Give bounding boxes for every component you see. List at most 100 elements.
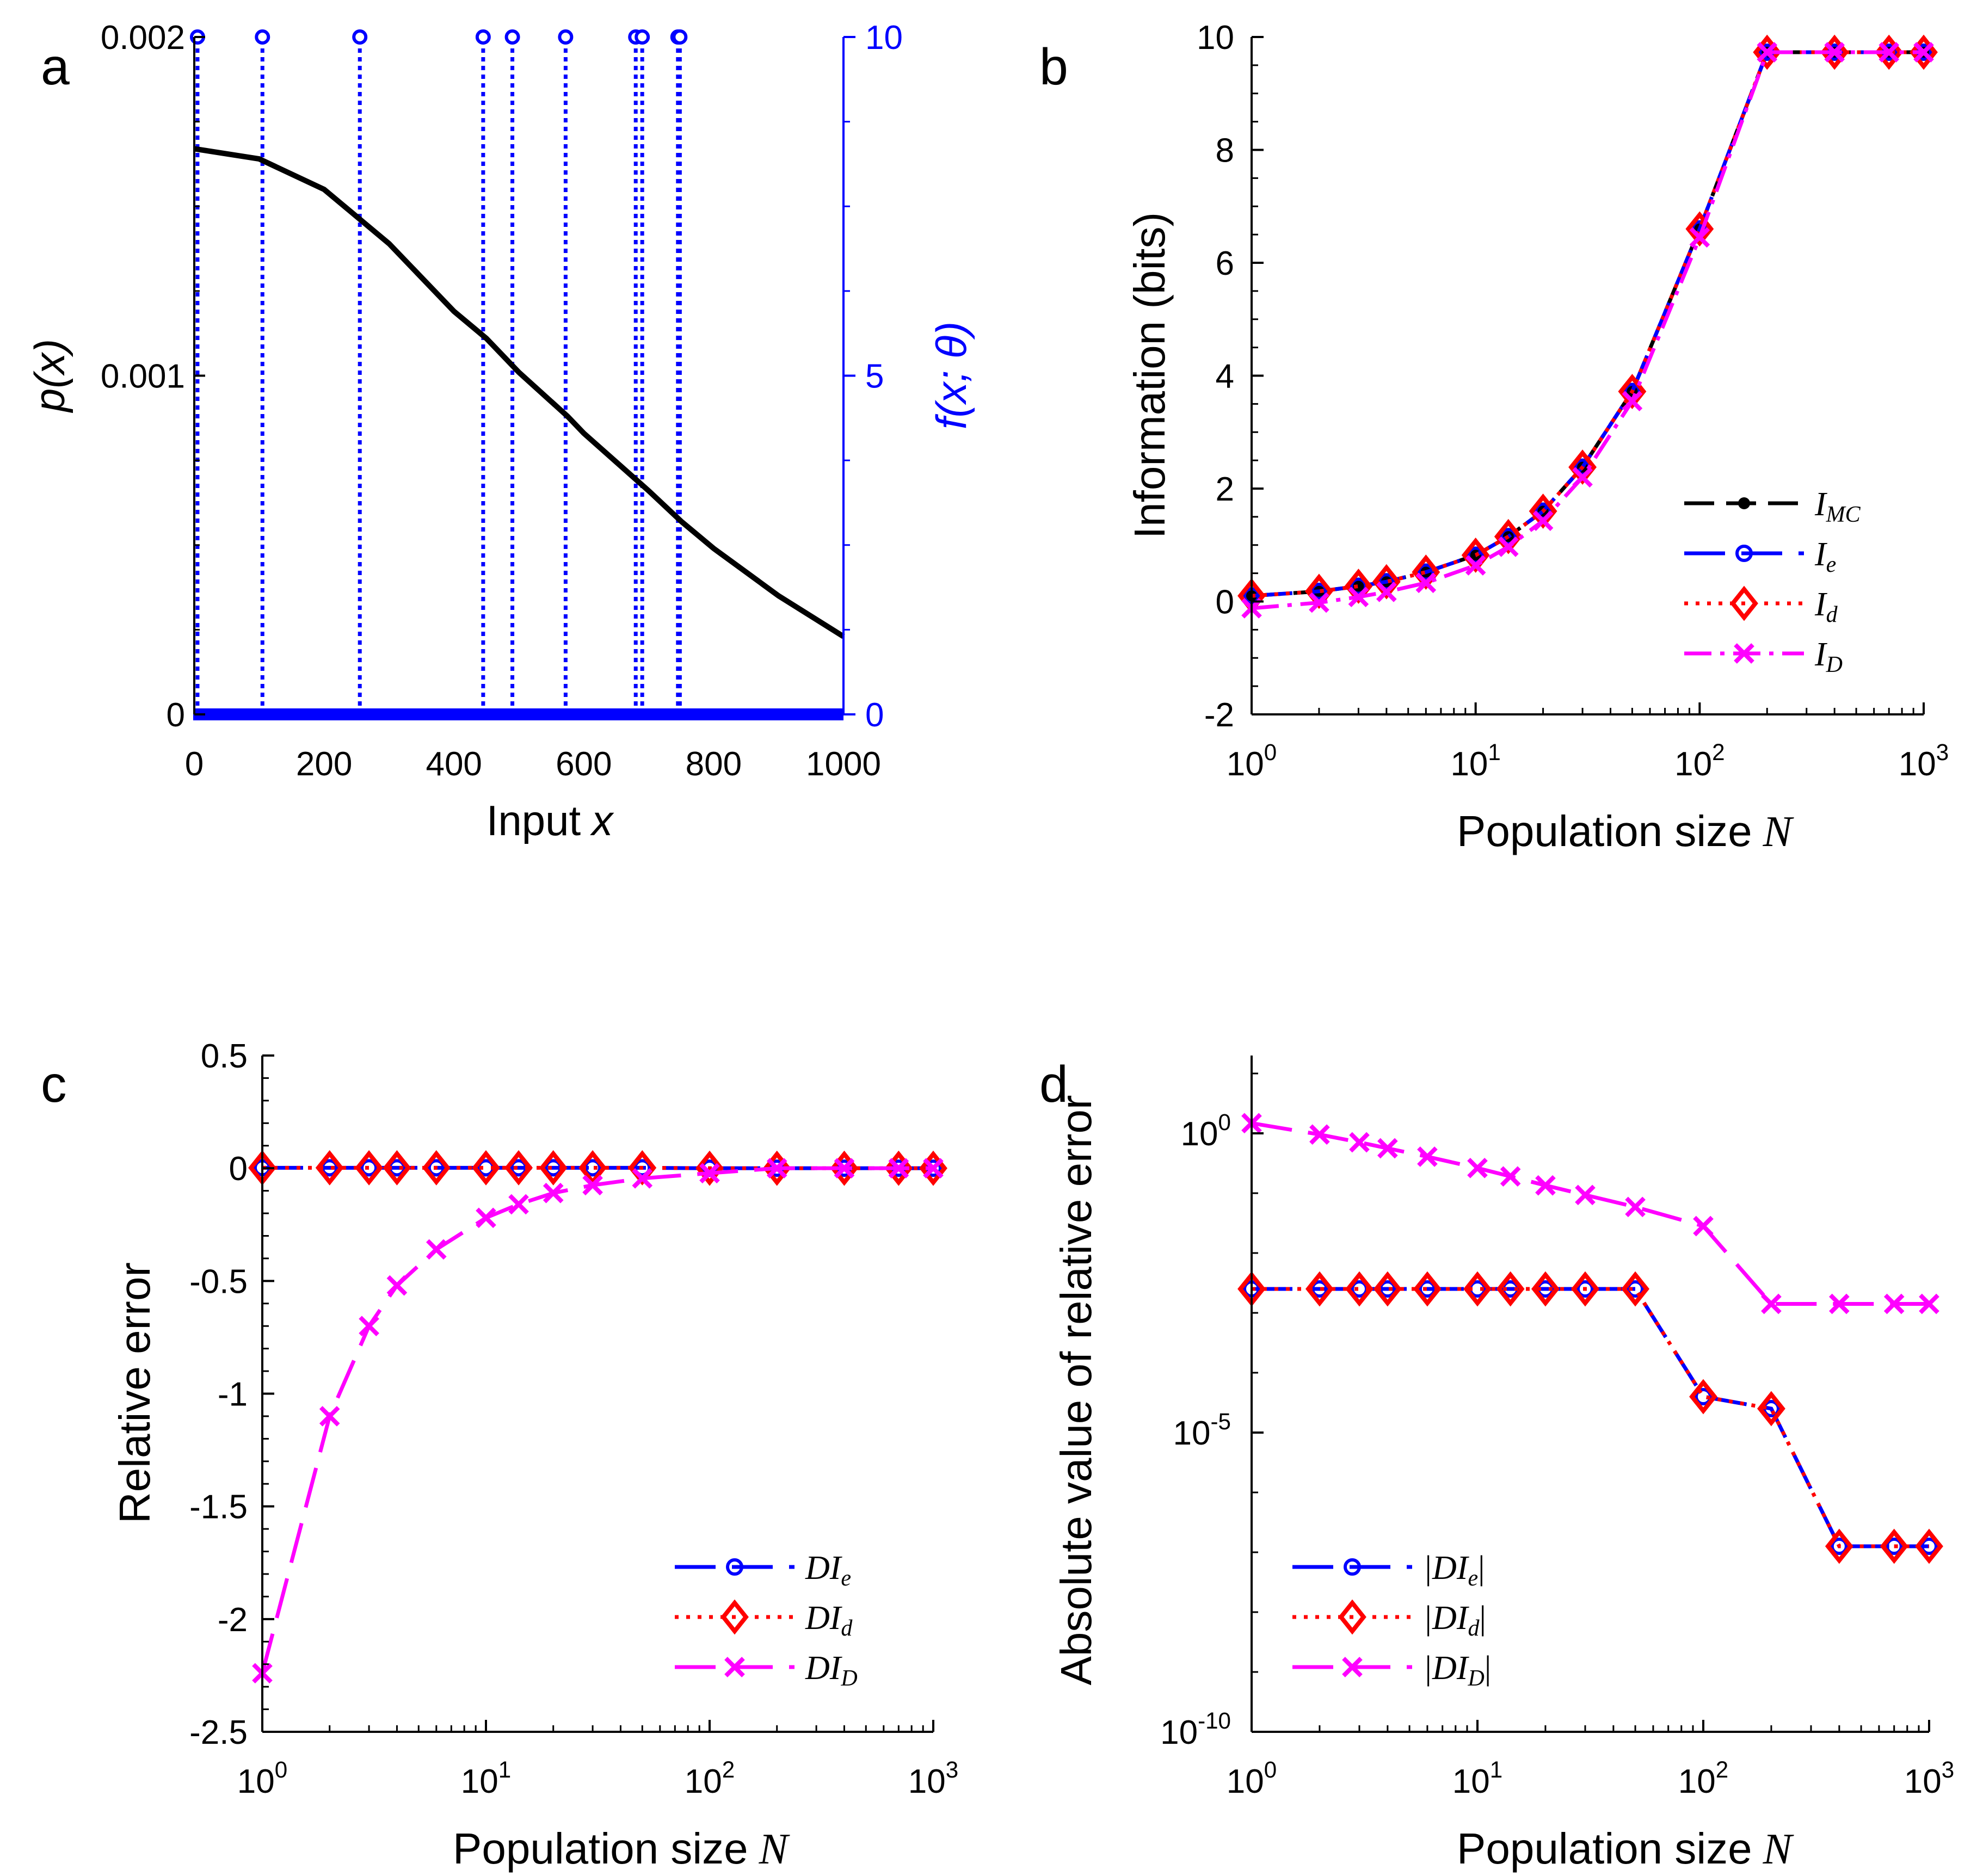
- d-series-1-point-3: [1373, 1271, 1402, 1307]
- c-xtick-label-3-base: 10: [908, 1763, 946, 1800]
- b-series-1-point-6: [1499, 528, 1517, 546]
- d-xtick-label-2-exponent: 2: [1716, 1757, 1728, 1782]
- d-series-2-point-14: [1919, 1293, 1939, 1315]
- b-legend-marker-2: [1730, 585, 1758, 621]
- b-series-2-point-10: [1685, 211, 1714, 247]
- b-legend-label-name-3: I: [1814, 636, 1828, 673]
- d-series-0-point-8: [1576, 1280, 1594, 1298]
- c-axes: 100 101 102 103-2.5-2-1.5-1-0.500.5: [189, 1038, 958, 1800]
- panel-label-b: b: [1039, 38, 1068, 96]
- c-xtick-label-0-exponent: 0: [275, 1757, 287, 1782]
- d-legend-label-1: |DId|: [1423, 1600, 1486, 1641]
- b-ytick-label-1: 0: [1216, 584, 1234, 621]
- d-legend-item-1: |DId|: [1292, 1599, 1486, 1641]
- b-series-2-point-7: [1529, 493, 1557, 529]
- d-legend-label-sub-2: D: [1467, 1666, 1484, 1691]
- b-series-3-point-3: [1376, 582, 1397, 602]
- c-legend-item-2: DID: [675, 1650, 858, 1691]
- b-legend-marker-3: [1734, 643, 1754, 664]
- a-axes-ticks: 0 200 400 600 800 1000 0 0.001 0.002 0 5 10: [101, 19, 903, 783]
- c-ytick-label-0: -2.5: [189, 1714, 248, 1751]
- c-series-1-point-3: [383, 1150, 411, 1186]
- d-series-1-point-12: [1825, 1528, 1853, 1564]
- b-legend-item-1: Ie: [1684, 536, 1836, 577]
- b-series-2-point-6: [1494, 519, 1523, 554]
- d-ytick-label-2-base: 10: [1160, 1714, 1198, 1751]
- a-xtick-label-3: 600: [556, 745, 612, 783]
- d-series-2-point-13: [1883, 1293, 1905, 1315]
- d-legend-label-sub-1: d: [1468, 1616, 1480, 1641]
- b-legend-item-0: IMC: [1684, 486, 1861, 527]
- d-legend-label-name-2: |DI: [1423, 1650, 1470, 1687]
- c-series-2-point-5: [476, 1207, 496, 1229]
- b-xtick-label-2-base: 10: [1674, 745, 1712, 783]
- d-series-0-point-9: [1627, 1280, 1645, 1298]
- d-series-2-point-10: [1693, 1215, 1714, 1237]
- b-legend-label-name-1: I: [1814, 536, 1828, 573]
- b-series-3-point-13: [1879, 42, 1900, 63]
- b-xtick-label-1-exponent: 1: [1488, 739, 1500, 765]
- c-series-2-point-2: [359, 1316, 379, 1337]
- c-series-1-point-8: [578, 1150, 607, 1186]
- d-xtick-label-2-base: 10: [1678, 1763, 1716, 1800]
- c-xtick-label-0-base: 10: [237, 1763, 275, 1800]
- d-series-1-point-4: [1413, 1271, 1442, 1307]
- b-xtick-label-1: 101: [1450, 739, 1500, 783]
- b-ytick-label-0: -2: [1204, 696, 1234, 734]
- d-series-2-point-5: [1467, 1157, 1488, 1178]
- panel-label-a: a: [41, 38, 70, 96]
- b-series-3-point-6: [1498, 536, 1519, 557]
- b-series-3-point-7: [1532, 510, 1554, 531]
- d-series-1-point-5: [1463, 1271, 1492, 1307]
- c-xtick-label-2: 102: [685, 1757, 735, 1800]
- d-ytick-label-1-base: 10: [1173, 1415, 1211, 1452]
- d-ytick-label-1-exponent: -5: [1211, 1409, 1231, 1434]
- c-ytick-label-3: -1: [218, 1376, 248, 1414]
- d-xtick-label-3: 103: [1904, 1757, 1954, 1800]
- b-series-3-point-4: [1415, 572, 1437, 594]
- d-legend: |DIe||DId||DID|: [1292, 1550, 1491, 1691]
- c-legend-label-1: DId: [805, 1600, 853, 1641]
- c-legend-item-1: DId: [675, 1599, 853, 1641]
- b-legend-label-0: IMC: [1814, 486, 1861, 527]
- d-series-2-point-8: [1575, 1184, 1596, 1206]
- c-legend-label-name-2: DI: [805, 1650, 843, 1687]
- d-series-1-point-6: [1496, 1271, 1525, 1307]
- c-series-2-point-13: [888, 1158, 909, 1178]
- a-density-curve: [194, 146, 845, 639]
- d-series-2-point-11: [1761, 1293, 1782, 1315]
- d-legend-label-name-1: |DI: [1423, 1600, 1470, 1637]
- d-xtick-label-0: 100: [1227, 1757, 1277, 1800]
- b-series-3-point-12: [1824, 42, 1845, 63]
- c-xtick-label-3: 103: [908, 1757, 958, 1800]
- d-series-1-point-7: [1531, 1271, 1560, 1307]
- a-stem-head-1: [255, 29, 270, 45]
- c-ylabel: Relative error: [110, 1262, 159, 1523]
- c-series-1-point-9: [628, 1150, 657, 1186]
- d-ylabel: Absolute value of relative error: [1052, 1095, 1100, 1686]
- a-stems-layer: [189, 29, 688, 714]
- c-series-0-point-4: [427, 1159, 445, 1177]
- b-xtick-label-0-exponent: 0: [1264, 739, 1277, 765]
- d-ytick-label-0-base: 10: [1181, 1115, 1218, 1153]
- c-series-1: [248, 1150, 947, 1186]
- d-xtick-label-1-exponent: 1: [1490, 1757, 1502, 1782]
- b-legend-label-2: Id: [1814, 586, 1838, 627]
- d-series-2-point-4: [1417, 1146, 1438, 1167]
- b-series-2-point-3: [1372, 564, 1401, 600]
- d-legend-label-2: |DID|: [1423, 1650, 1491, 1691]
- c-legend-label-sub-1: d: [841, 1616, 853, 1641]
- d-legend-marker-1: [1338, 1599, 1366, 1635]
- d-series-1-point-2: [1345, 1271, 1374, 1307]
- a-stem-head-9: [672, 29, 688, 45]
- c-series-2-point-11: [766, 1158, 787, 1178]
- b-series-3: [1241, 42, 1934, 619]
- d-series-2-point-12: [1829, 1293, 1850, 1315]
- c-xtick-label-1: 101: [461, 1757, 511, 1800]
- c-series-2-point-9: [632, 1168, 653, 1189]
- a-yrtick-label-2: 10: [865, 19, 903, 57]
- b-series-3-point-5: [1465, 555, 1486, 576]
